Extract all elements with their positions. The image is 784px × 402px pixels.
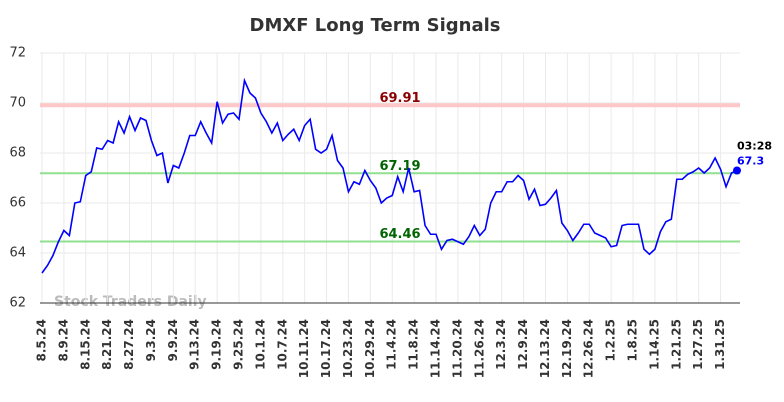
x-tick-label: 12.19.24 (560, 319, 574, 378)
x-tick-label: 10.29.24 (363, 319, 377, 378)
x-tick-label: 10.1.24 (253, 319, 267, 370)
x-tick-label: 12.26.24 (582, 319, 596, 378)
x-tick-label: 11.26.24 (472, 319, 486, 378)
x-tick-label: 8.27.24 (122, 319, 136, 370)
x-tick-label: 10.23.24 (341, 319, 355, 378)
x-tick-label: 9.3.24 (144, 319, 158, 362)
x-tick-label: 11.8.24 (407, 319, 421, 370)
x-tick-label: 10.17.24 (319, 319, 333, 378)
x-tick-label: 8.15.24 (78, 319, 92, 370)
x-tick-label: 9.9.24 (166, 319, 180, 362)
y-tick-label: 62 (9, 296, 26, 311)
price-line (41, 77, 738, 274)
y-tick-label: 68 (9, 146, 26, 161)
x-tick-label: 9.25.24 (232, 319, 246, 370)
x-tick-label: 8.5.24 (35, 319, 49, 362)
x-tick-label: 9.19.24 (210, 319, 224, 370)
x-tick-label: 10.11.24 (297, 319, 311, 378)
level-label: 69.91 (379, 91, 420, 106)
x-tick-label: 8.9.24 (56, 319, 70, 362)
last-point (733, 166, 741, 175)
last-value-label: 67.3 (737, 155, 764, 168)
x-tick-label: 11.20.24 (450, 319, 464, 378)
x-tick-label: 11.14.24 (429, 319, 443, 378)
y-tick-label: 66 (9, 196, 26, 211)
x-tick-label: 1.8.25 (626, 319, 640, 362)
watermark: Stock Traders Daily (54, 294, 207, 310)
y-tick-label: 72 (9, 46, 26, 61)
level-label: 67.19 (379, 159, 420, 174)
x-tick-label: 12.13.24 (538, 319, 552, 378)
x-tick-label: 9.13.24 (188, 319, 202, 370)
y-tick-label: 70 (9, 96, 26, 111)
y-tick-label: 64 (9, 246, 26, 261)
x-tick-label: 12.3.24 (494, 319, 508, 370)
x-tick-label: 1.27.25 (691, 319, 705, 370)
x-tick-label: 1.31.25 (713, 319, 727, 370)
end-annotation: 03:28 (737, 140, 772, 153)
x-tick-label: 11.4.24 (385, 319, 399, 370)
chart-title: DMXF Long Term Signals (250, 15, 501, 36)
x-tick-label: 10.7.24 (275, 319, 289, 370)
x-tick-label: 1.21.25 (669, 319, 683, 370)
x-tick-label: 1.2.25 (604, 319, 618, 362)
x-tick-label: 8.21.24 (100, 319, 114, 370)
x-tick-label: 1.14.25 (647, 319, 661, 370)
x-tick-label: 12.9.24 (516, 319, 530, 370)
level-label: 64.46 (379, 227, 420, 242)
